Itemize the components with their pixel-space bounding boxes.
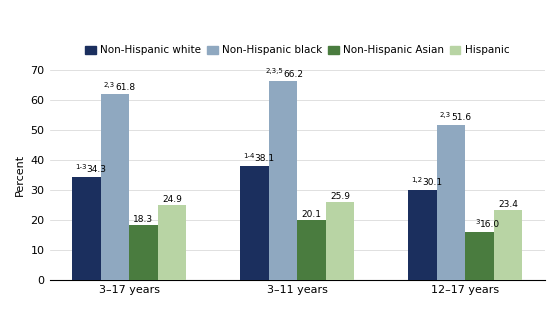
Y-axis label: Percent: Percent xyxy=(15,154,25,196)
Text: 51.6: 51.6 xyxy=(451,113,471,122)
Text: 20.1: 20.1 xyxy=(301,210,321,219)
Text: 23.4: 23.4 xyxy=(498,200,518,209)
Text: 16.0: 16.0 xyxy=(479,220,500,229)
Text: 1-3: 1-3 xyxy=(75,164,86,170)
Text: 30.1: 30.1 xyxy=(422,178,442,187)
Bar xyxy=(326,202,354,280)
Text: 24.9: 24.9 xyxy=(162,195,182,204)
Text: 1,2: 1,2 xyxy=(412,177,422,183)
Text: 34.3: 34.3 xyxy=(86,166,106,175)
Text: 2,3,5: 2,3,5 xyxy=(265,68,283,74)
Text: 66.2: 66.2 xyxy=(283,69,303,78)
Text: 2,3: 2,3 xyxy=(104,82,115,88)
Bar xyxy=(408,190,437,280)
Text: 18.3: 18.3 xyxy=(133,215,153,224)
Bar xyxy=(240,166,269,280)
Bar xyxy=(494,210,522,280)
Text: 2,3: 2,3 xyxy=(440,112,451,118)
Bar xyxy=(269,81,297,280)
Text: 38.1: 38.1 xyxy=(254,154,274,163)
Bar xyxy=(101,94,129,280)
Bar xyxy=(158,205,186,280)
Text: 1-4: 1-4 xyxy=(243,153,254,159)
Text: 3: 3 xyxy=(475,219,479,225)
Text: 25.9: 25.9 xyxy=(330,192,350,201)
Text: 61.8: 61.8 xyxy=(115,83,135,92)
Legend: Non-Hispanic white, Non-Hispanic black, Non-Hispanic Asian, Hispanic: Non-Hispanic white, Non-Hispanic black, … xyxy=(81,41,514,60)
Bar xyxy=(129,225,158,280)
Bar xyxy=(437,125,465,280)
Bar xyxy=(72,177,101,280)
Bar xyxy=(465,232,494,280)
Bar xyxy=(297,220,326,280)
